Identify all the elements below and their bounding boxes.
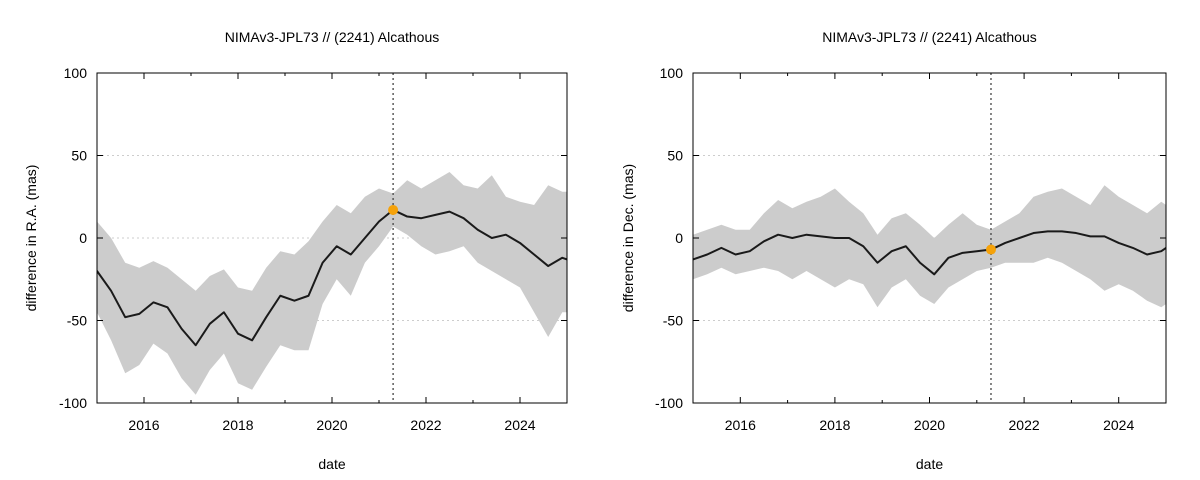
ra-x-tick-label: 2016 [128, 417, 159, 433]
dec-chart-title: NIMAv3-JPL73 // (2241) Alcathous [822, 29, 1037, 45]
dec-x-tick-label: 2016 [725, 417, 756, 433]
ra-marker-point [388, 204, 399, 215]
ra-y-tick-label: -100 [59, 395, 87, 411]
dec-series-line [693, 230, 1166, 276]
ra-chart-title: NIMAv3-JPL73 // (2241) Alcathous [225, 29, 440, 45]
ra-series-line [97, 208, 567, 347]
ra-x-tick-label: 2020 [316, 417, 347, 433]
ra-x-tick-label: 2018 [222, 417, 253, 433]
ra-x-tick-label: 2024 [504, 417, 535, 433]
dec-x-tick-label: 2024 [1103, 417, 1134, 433]
dec-uncertainty-band [693, 185, 1166, 308]
ra-y-tick-label: 0 [79, 230, 87, 246]
dec-y-tick-label: 0 [675, 230, 683, 246]
ra-x-tick-label: 2022 [410, 417, 441, 433]
dec-x-tick-label: 2022 [1009, 417, 1040, 433]
ra-x-axis-label: date [318, 456, 345, 472]
ra-y-axis-label: difference in R.A. (mas) [23, 165, 39, 312]
dec-y-axis-label: difference in Dec. (mas) [620, 164, 636, 312]
dec-y-tick-label: -50 [663, 313, 683, 329]
ra-chart: -100 -50 0 50 100 2016 2018 2020 2022 2024 NIMAv3-… [23, 29, 568, 472]
dec-x-axis-label: date [916, 456, 943, 472]
dec-y-tick-label: 100 [660, 65, 684, 81]
dec-marker-point [985, 244, 996, 255]
ra-uncertainty-band [97, 172, 567, 395]
dec-chart: -100 -50 0 50 100 2016 2018 2020 2022 2024 NIMAv3-… [620, 29, 1167, 472]
dec-x-tick-label: 2020 [914, 417, 945, 433]
ra-y-tick-label: 100 [64, 65, 88, 81]
dec-x-tick-label: 2018 [819, 417, 850, 433]
dec-y-tick-label: 50 [667, 148, 683, 164]
dec-y-tick-label: -100 [655, 395, 683, 411]
ra-y-tick-label: -50 [67, 313, 87, 329]
ra-y-tick-label: 50 [71, 148, 87, 164]
